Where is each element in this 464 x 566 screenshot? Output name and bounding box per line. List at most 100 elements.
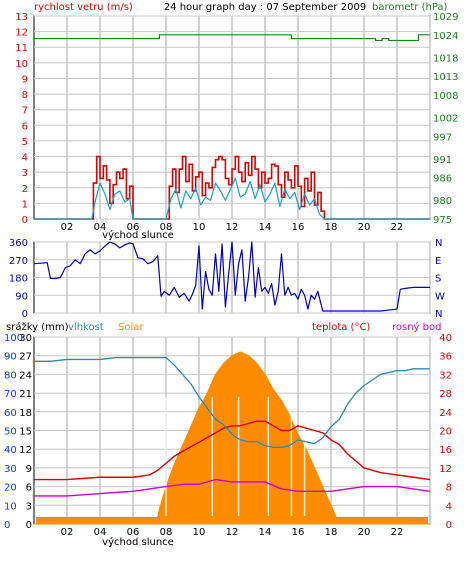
rain-tick-label: 27 <box>19 352 32 363</box>
wind-tick-label: 1 <box>22 199 28 210</box>
wind-pressure-plot: 0123456789101112139759809869919971002100… <box>15 12 458 233</box>
sunrise-label-bottom: východ slunce <box>102 536 174 548</box>
wind-tick-label: 3 <box>22 168 28 179</box>
time-tick-label: 08 <box>160 527 173 538</box>
pressure-axis-label: barometr (hPa) <box>372 2 448 13</box>
pressure-tick-label: 986 <box>433 174 452 185</box>
rain-tick-label: 15 <box>19 427 32 438</box>
wind-tick-label: 0 <box>22 215 28 226</box>
pressure-tick-label: 975 <box>433 215 452 226</box>
direction-tick-label: 90 <box>15 291 28 302</box>
direction-tick-label: 360 <box>9 238 28 249</box>
time-tick-label: 20 <box>358 527 371 538</box>
time-tick-label: 16 <box>292 527 305 538</box>
direction-tick-label: 180 <box>9 274 28 285</box>
temperature-tick-label: 36 <box>439 352 452 363</box>
humidity-tick-label: 50 <box>4 427 17 438</box>
wind-tick-label: 6 <box>22 121 28 132</box>
wind-tick-label: 8 <box>22 90 28 101</box>
time-tick-label: 06 <box>127 527 140 538</box>
temperature-line <box>34 420 431 481</box>
direction-tick-label: 0 <box>22 309 28 320</box>
temperature-tick-label: 20 <box>439 427 452 438</box>
direction-tick-label: 270 <box>9 256 28 267</box>
compass-label: E <box>435 256 441 267</box>
pressure-tick-label: 1008 <box>433 91 458 102</box>
rain-tick-label: 12 <box>19 445 32 456</box>
pressure-tick-label: 997 <box>433 132 452 143</box>
wind-tick-label: 2 <box>22 184 28 195</box>
pressure-tick-label: 980 <box>433 196 452 207</box>
solar-area <box>34 351 430 525</box>
humidity-tick-label: 40 <box>4 445 17 456</box>
temperature-tick-label: 32 <box>439 370 452 381</box>
temperature-tick-label: 28 <box>439 389 452 400</box>
pressure-tick-label: 1029 <box>433 12 458 23</box>
temperature-tick-label: 24 <box>439 408 452 419</box>
humidity-tick-label: 10 <box>4 501 17 512</box>
humidity-tick-label: 80 <box>4 370 17 381</box>
wind-tick-label: 7 <box>22 106 28 117</box>
rain-tick-label: 18 <box>19 408 32 419</box>
humidity-tick-label: 20 <box>4 483 17 494</box>
chart-title: 24 hour graph day : 07 September 2009 <box>164 2 366 13</box>
wind-average-line <box>34 177 430 220</box>
compass-label: S <box>435 274 441 285</box>
rain-tick-label: 0 <box>26 520 32 531</box>
time-tick-label: 04 <box>94 527 107 538</box>
rain-tick-label: 24 <box>19 370 32 381</box>
pressure-tick-label: 1002 <box>433 114 458 125</box>
wind-direction-line <box>33 241 430 312</box>
time-tick-label: 12 <box>226 527 239 538</box>
time-tick-label: 06 <box>127 222 140 233</box>
compass-label: W <box>435 291 445 302</box>
humidity-tick-label: 70 <box>4 389 17 400</box>
time-tick-label: 14 <box>259 527 272 538</box>
humidity-tick-label: 60 <box>4 408 17 419</box>
time-tick-label: 20 <box>358 222 371 233</box>
sunrise-label-top: východ slunce <box>102 229 174 241</box>
time-tick-label: 12 <box>226 222 239 233</box>
legend-temperature: teplota (°C) <box>312 322 370 333</box>
legend-solar: Solar <box>118 322 144 333</box>
wind-gust-line <box>34 155 430 220</box>
humidity-tick-label: 100 <box>4 333 23 344</box>
wind-tick-label: 4 <box>22 153 28 164</box>
temperature-tick-label: 16 <box>439 445 452 456</box>
pressure-line <box>34 34 430 42</box>
legend-rain: srážky (mm) <box>6 321 69 333</box>
pressure-tick-label: 1013 <box>433 72 458 83</box>
humidity-tick-label: 30 <box>4 464 17 475</box>
time-tick-label: 02 <box>61 222 74 233</box>
rain-tick-label: 21 <box>19 389 32 400</box>
time-tick-label: 10 <box>193 527 206 538</box>
temperature-tick-label: 0 <box>446 520 452 531</box>
humidity-tick-label: 0 <box>4 520 10 531</box>
rain-tick-label: 3 <box>26 501 32 512</box>
temperature-tick-label: 40 <box>439 333 452 344</box>
rain-tick-label: 30 <box>19 333 32 344</box>
time-tick-label: 04 <box>94 222 107 233</box>
pressure-tick-label: 1024 <box>433 31 458 42</box>
time-tick-label: 18 <box>325 222 338 233</box>
wind-tick-label: 9 <box>22 74 28 85</box>
compass-label: N <box>435 238 442 249</box>
legend-dewpoint: rosný bod <box>392 321 441 333</box>
temperature-tick-label: 8 <box>446 483 452 494</box>
temperature-tick-label: 4 <box>446 501 452 512</box>
pressure-tick-label: 1018 <box>433 53 458 64</box>
time-tick-label: 16 <box>292 222 305 233</box>
humidity-line <box>34 356 430 448</box>
compass-label: N <box>435 309 442 320</box>
time-tick-label: 18 <box>325 527 338 538</box>
wind-tick-label: 12 <box>15 28 28 39</box>
legend-humidity: vlhkost <box>68 322 104 333</box>
time-tick-label: 22 <box>391 222 404 233</box>
time-tick-label: 14 <box>259 222 272 233</box>
humidity-tick-label: 90 <box>4 352 17 363</box>
time-tick-label: 22 <box>391 527 404 538</box>
wind-tick-label: 13 <box>15 12 28 23</box>
humidity-temperature-solar-plot: 0102030405060708090100036912151821242730… <box>4 333 452 538</box>
